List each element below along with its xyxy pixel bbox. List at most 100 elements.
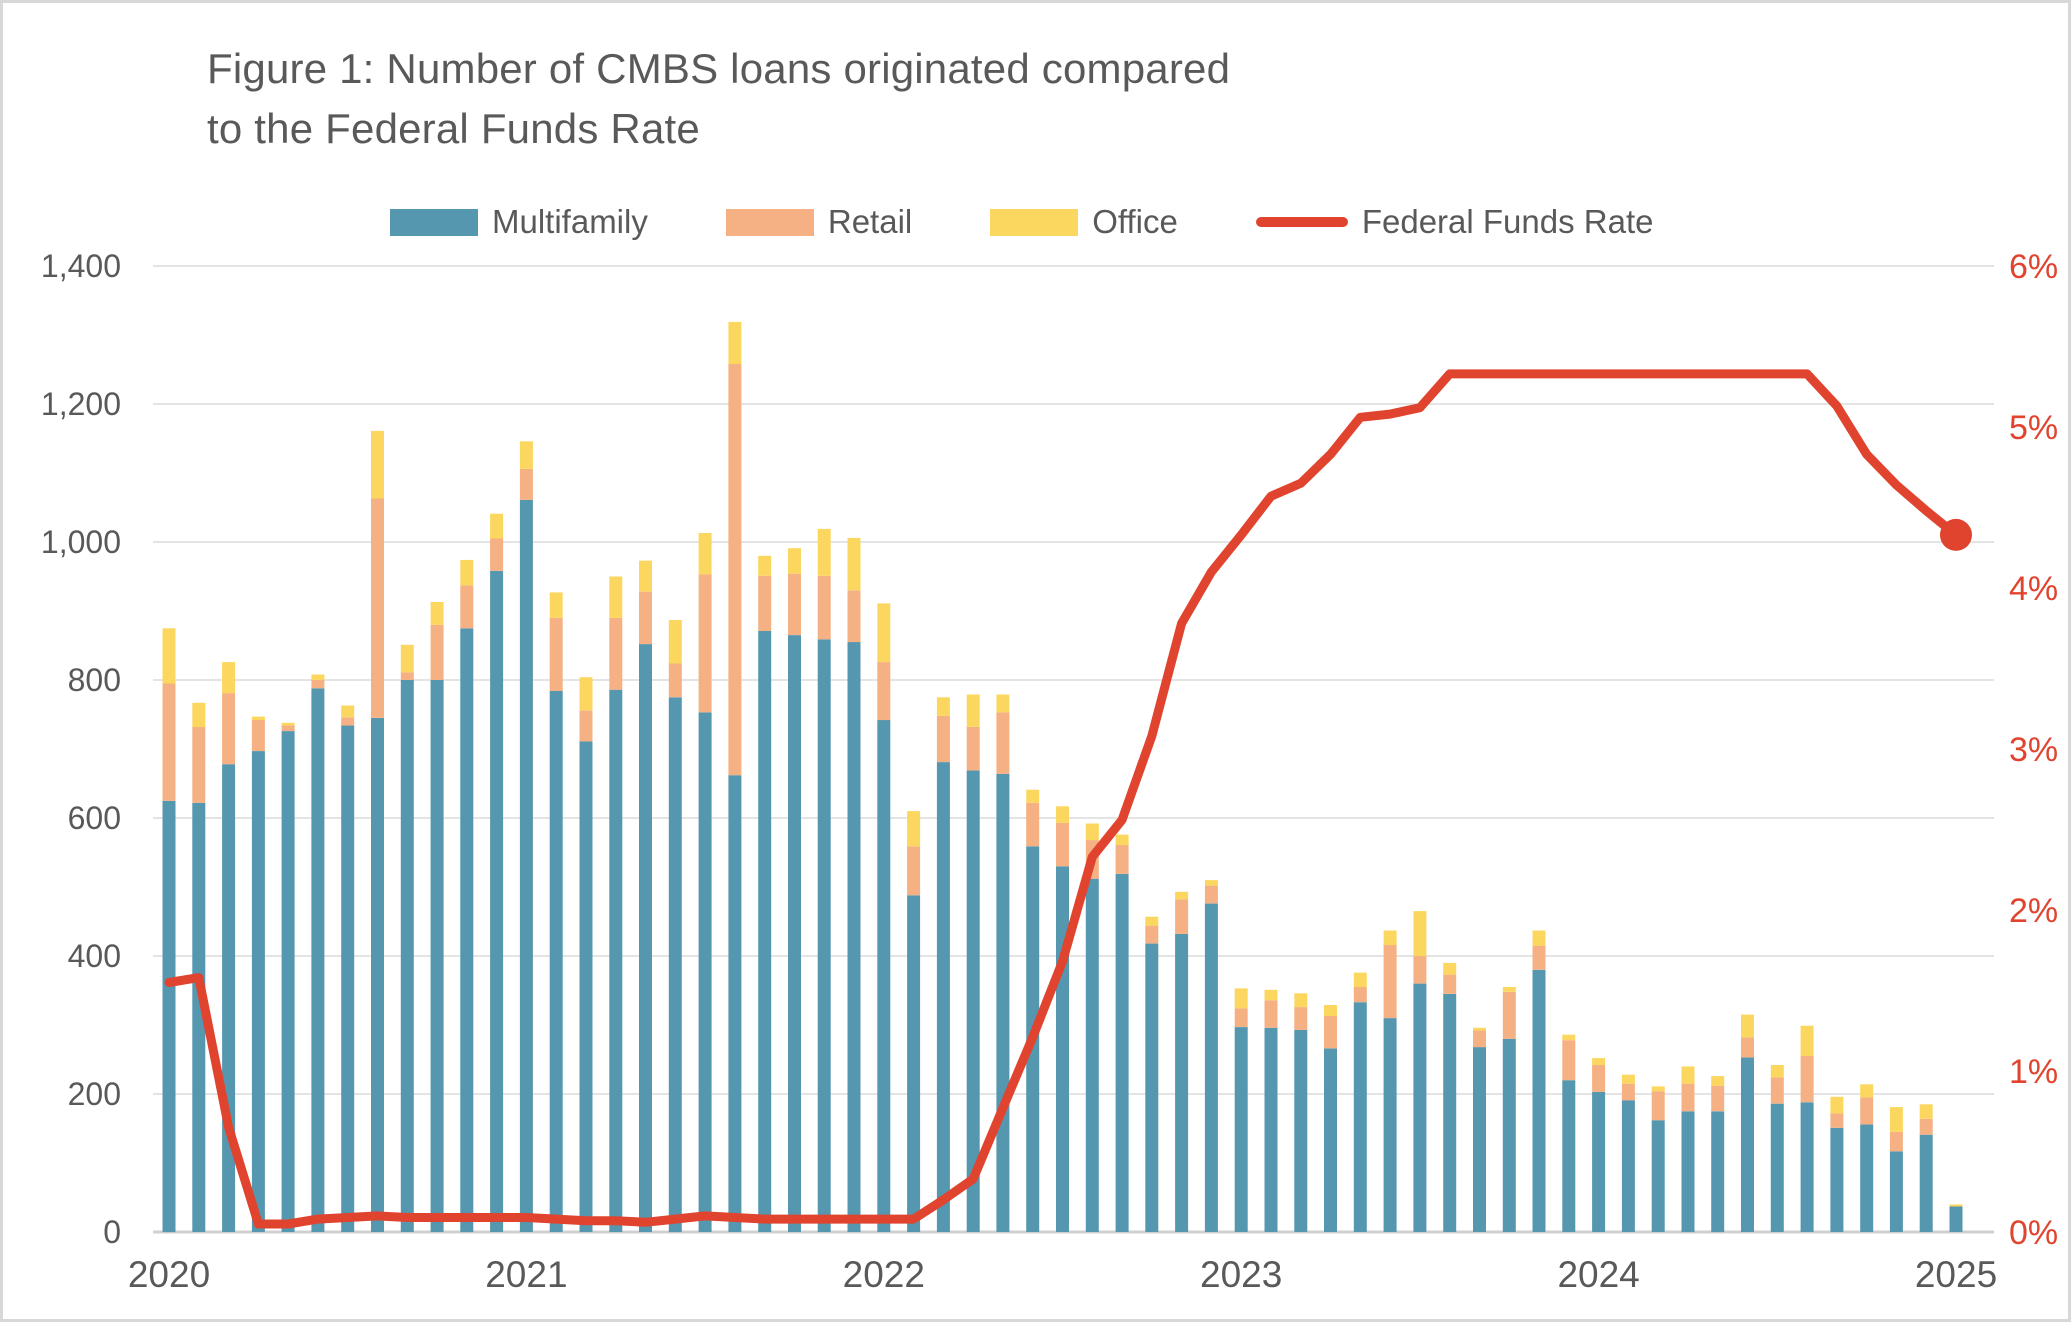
bar-segment-multifamily-feb-2020 — [192, 802, 206, 1232]
bar-segment-office-jul-2023 — [1413, 911, 1427, 956]
bar-segment-multifamily-jan-2021 — [519, 499, 533, 1232]
bar-segment-multifamily-dec-2024 — [1919, 1134, 1933, 1232]
bar-segment-multifamily-dec-2021 — [847, 642, 861, 1232]
bar-segment-retail-apr-2020 — [251, 720, 265, 751]
bar-segment-office-may-2021 — [639, 560, 652, 592]
bar-segment-multifamily-nov-2024 — [1889, 1151, 1903, 1232]
bar-segment-multifamily-jan-2023 — [1234, 1027, 1248, 1232]
bar-segment-retail-nov-2024 — [1889, 1132, 1903, 1152]
bar-segment-multifamily-may-2023 — [1353, 1002, 1367, 1232]
bar-segment-office-dec-2020 — [490, 513, 504, 539]
bar-segment-office-jun-2023 — [1383, 930, 1397, 945]
bar-segment-retail-aug-2020 — [371, 498, 384, 718]
bar-segment-office-sep-2023 — [1473, 1027, 1486, 1031]
bar-segment-multifamily-nov-2023 — [1532, 969, 1546, 1232]
x-axis-year-label: 2023 — [1200, 1254, 1282, 1295]
bar-segment-office-sep-2021 — [758, 555, 772, 576]
bar-segment-multifamily-mar-2023 — [1294, 1029, 1308, 1232]
bar-segment-retail-jun-2022 — [1026, 802, 1040, 847]
bar-segment-retail-may-2024 — [1711, 1085, 1725, 1112]
bar-segment-retail-nov-2021 — [817, 575, 831, 640]
bar-segment-multifamily-jul-2023 — [1413, 983, 1427, 1232]
x-axis-year-label: 2025 — [1915, 1254, 1997, 1295]
bar-segment-retail-aug-2024 — [1800, 1056, 1814, 1103]
bar-segment-retail-jul-2022 — [1056, 822, 1069, 867]
bar-segment-office-oct-2020 — [430, 602, 444, 625]
bar-segment-multifamily-nov-2021 — [817, 639, 831, 1232]
bar-segment-multifamily-aug-2022 — [1085, 878, 1099, 1232]
legend-item-office: Office — [990, 203, 1178, 241]
bar-segment-retail-jul-2021 — [698, 574, 712, 713]
chart-title-line2: to the Federal Funds Rate — [207, 104, 700, 152]
bar-segment-office-jan-2025 — [1949, 1204, 1963, 1207]
bar-segment-multifamily-jul-2024 — [1770, 1103, 1784, 1232]
bar-segment-retail-dec-2022 — [1204, 885, 1218, 904]
bar-segment-multifamily-sep-2022 — [1115, 873, 1129, 1232]
bar-segment-multifamily-dec-2020 — [490, 571, 504, 1232]
right-axis-labels: 0% 1% 2% 3% 4% 5% 6% — [2009, 248, 2058, 1252]
bar-segment-multifamily-nov-2020 — [460, 628, 474, 1233]
bar-segment-office-nov-2020 — [460, 559, 474, 586]
bar-segment-office-nov-2024 — [1889, 1107, 1903, 1132]
bar-segment-multifamily-apr-2021 — [609, 689, 623, 1232]
bar-segment-multifamily-oct-2021 — [788, 635, 801, 1232]
left-axis-tick-label: 0 — [103, 1214, 121, 1250]
right-axis-tick-label: 0% — [2009, 1214, 2058, 1252]
bar-segment-retail-apr-2021 — [609, 617, 623, 690]
bar-segment-office-dec-2022 — [1204, 880, 1218, 886]
bar-segment-retail-dec-2020 — [490, 538, 504, 571]
bar-segment-retail-jun-2020 — [311, 680, 325, 689]
bar-segment-retail-apr-2023 — [1324, 1016, 1337, 1049]
bar-segment-office-nov-2023 — [1532, 930, 1546, 946]
bar-segment-multifamily-jul-2022 — [1056, 866, 1069, 1232]
bar-segment-office-apr-2021 — [609, 576, 623, 618]
bar-segment-office-jan-2022 — [877, 603, 891, 662]
bar-segment-multifamily-sep-2021 — [758, 631, 772, 1232]
right-axis-tick-label: 5% — [2009, 409, 2058, 447]
bar-segment-office-dec-2021 — [847, 537, 861, 591]
legend-label-ffr: Federal Funds Rate — [1361, 203, 1654, 240]
bar-segment-multifamily-jul-2021 — [698, 712, 712, 1232]
legend-item-ffr: Federal Funds Rate — [1255, 203, 1654, 241]
bar-segment-retail-nov-2020 — [460, 585, 474, 629]
office-swatch-icon — [990, 208, 1079, 236]
bar-segment-office-oct-2021 — [788, 548, 801, 574]
bar-segment-office-aug-2020 — [371, 430, 384, 499]
federal-funds-rate-line — [164, 369, 1961, 1229]
cmbs-loans-ffr-chart: 0 200 400 600 800 1,000 1,200 1,400 0% 1% 2% 3% 4% 5… — [41, 248, 2058, 1295]
bar-segment-office-sep-2022 — [1115, 834, 1129, 845]
bar-segment-retail-nov-2022 — [1175, 899, 1189, 934]
legend-item-retail: Retail — [725, 203, 912, 241]
bar-segment-office-mar-2022 — [936, 697, 950, 716]
bar-segment-retail-dec-2023 — [1562, 1040, 1576, 1081]
bar-segment-office-oct-2024 — [1860, 1084, 1874, 1098]
bar-segment-office-sep-2024 — [1830, 1096, 1844, 1114]
bar-segment-retail-feb-2022 — [907, 846, 921, 896]
bar-segment-retail-may-2020 — [281, 725, 295, 731]
bar-segment-multifamily-sep-2023 — [1473, 1047, 1486, 1232]
bar-segment-multifamily-apr-2020 — [251, 751, 265, 1232]
bar-segment-multifamily-may-2022 — [996, 773, 1010, 1232]
left-axis-tick-label: 600 — [68, 800, 121, 836]
bar-segment-office-jan-2020 — [162, 628, 176, 684]
bar-segment-multifamily-sep-2020 — [400, 680, 414, 1232]
bar-segment-retail-nov-2023 — [1532, 945, 1546, 970]
bar-segment-retail-mar-2023 — [1294, 1007, 1308, 1030]
bar-segment-office-sep-2020 — [400, 644, 414, 673]
bar-segment-retail-sep-2022 — [1115, 844, 1129, 874]
bar-segment-retail-sep-2023 — [1473, 1030, 1486, 1048]
bar-segment-retail-apr-2022 — [966, 726, 980, 771]
bar-segment-multifamily-jun-2021 — [668, 697, 682, 1233]
federal-funds-rate-line-icon — [1255, 217, 1348, 227]
bar-segment-office-jul-2020 — [341, 705, 355, 718]
bar-segment-retail-feb-2020 — [192, 726, 206, 803]
bar-segment-retail-mar-2024 — [1651, 1091, 1665, 1121]
federal-funds-rate-series — [164, 369, 1972, 1229]
right-axis-tick-label: 6% — [2009, 248, 2058, 286]
bar-segment-multifamily-jan-2025 — [1949, 1206, 1963, 1232]
left-axis-tick-label: 800 — [68, 662, 121, 698]
bar-segment-retail-sep-2020 — [400, 672, 414, 680]
bar-segment-office-nov-2022 — [1175, 891, 1189, 900]
bar-segment-multifamily-feb-2021 — [549, 691, 563, 1232]
